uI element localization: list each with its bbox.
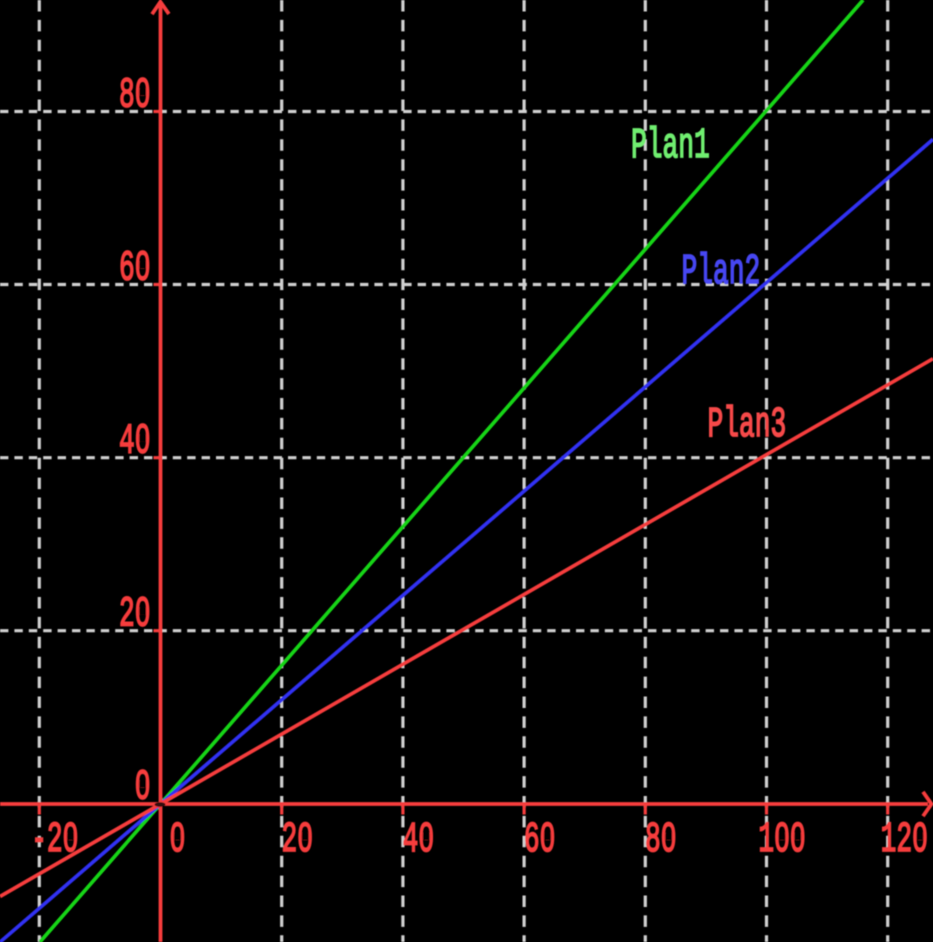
svg-text:60: 60 <box>524 815 555 865</box>
svg-text:20: 20 <box>281 815 312 865</box>
svg-text:80: 80 <box>119 70 150 120</box>
svg-text:Plan2: Plan2 <box>682 247 761 297</box>
svg-text:40: 40 <box>403 815 434 865</box>
svg-text:Plan1: Plan1 <box>631 121 710 171</box>
svg-text:Plan3: Plan3 <box>708 400 787 450</box>
svg-text:60: 60 <box>119 243 150 293</box>
svg-text:40: 40 <box>119 416 150 466</box>
svg-text:20: 20 <box>119 589 150 639</box>
svg-text:80: 80 <box>645 815 676 865</box>
